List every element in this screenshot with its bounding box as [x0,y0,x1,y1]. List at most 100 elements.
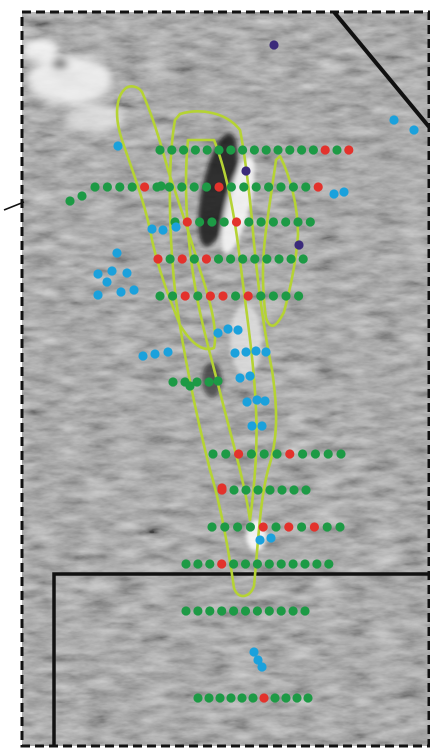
marker-point-30 [251,182,261,192]
marker-point-75 [192,377,202,387]
marker-point-114 [264,559,274,569]
marker-point-59 [286,254,296,264]
marker-point-170 [235,373,245,383]
marker-point-80 [246,449,256,459]
marker-point-106 [335,522,345,532]
marker-point-144 [156,181,166,191]
marker-point-31 [264,182,274,192]
marker-point-58 [274,254,284,264]
marker-point-44 [268,217,278,227]
marker-point-117 [300,559,310,569]
marker-point-154 [107,266,117,276]
marker-point-150 [158,225,168,235]
marker-point-112 [240,559,251,569]
bright-patch-top-left [22,38,125,132]
marker-point-81 [259,449,269,459]
marker-point-20 [127,182,137,192]
marker-point-56 [250,254,260,264]
marker-point-100 [258,522,268,532]
marker-point-71 [281,291,291,301]
marker-point-131 [193,693,203,703]
marker-point-29 [239,182,249,192]
marker-point-137 [259,693,269,703]
marker-point-33 [288,182,298,192]
marker-point-165 [251,346,261,356]
marker-point-19 [115,182,125,192]
marker-point-156 [102,277,112,287]
marker-point-113 [252,559,262,569]
marker-point-65 [205,291,215,301]
marker-point-77 [208,449,218,459]
marker-point-148 [113,141,123,151]
marker-point-159 [93,290,103,300]
marker-point-34 [301,182,311,192]
marker-point-63 [180,291,190,301]
marker-point-152 [112,248,122,258]
marker-point-134 [226,693,236,703]
marker-point-125 [240,606,251,616]
marker-point-188 [294,240,304,250]
marker-point-175 [247,421,257,431]
marker-point-86 [323,449,333,459]
marker-point-164 [241,347,251,357]
marker-point-115 [276,559,286,569]
marker-point-182 [329,189,339,199]
marker-point-120 [181,606,191,616]
marker-point-87 [336,449,346,459]
marker-point-55 [238,254,248,264]
marker-point-43 [256,217,266,227]
marker-point-8 [249,145,259,155]
marker-point-163 [230,348,240,358]
marker-point-180 [253,655,263,665]
marker-point-46 [293,217,303,227]
marker-point-99 [245,522,255,532]
marker-point-147 [217,483,227,493]
marker-point-133 [215,693,225,703]
marker-point-9 [261,145,271,155]
marker-point-27 [214,182,224,192]
marker-point-176 [257,421,267,431]
marker-point-6 [226,145,236,155]
marker-point-45 [281,217,291,227]
marker-point-40 [219,217,229,227]
marker-point-69 [256,291,266,301]
marker-point-129 [288,606,298,616]
marker-point-128 [276,606,286,616]
marker-point-157 [116,287,126,297]
marker-point-51 [189,254,199,264]
marker-point-83 [285,449,295,459]
marker-point-132 [204,693,214,703]
marker-point-47 [305,217,315,227]
marker-point-177 [255,535,265,545]
marker-point-161 [223,324,233,334]
edge-tick-line [3,201,25,211]
marker-point-178 [266,533,276,543]
marker-point-14 [320,145,330,155]
marker-point-7 [238,145,248,155]
data-points [65,40,419,703]
marker-point-68 [243,291,253,301]
marker-point-37 [182,217,192,227]
marker-point-169 [163,347,173,357]
inset-rectangle [52,572,430,746]
marker-point-35 [313,182,323,192]
marker-point-127 [264,606,274,616]
marker-point-42 [244,217,254,227]
marker-point-142 [77,191,87,201]
marker-point-167 [138,351,148,361]
marker-point-11 [285,145,295,155]
marker-point-25 [189,182,199,192]
marker-point-97 [220,522,230,532]
marker-point-184 [389,115,399,125]
diagonal-boundary-line [332,10,430,130]
marker-point-5 [214,145,224,155]
marker-point-61 [155,291,165,301]
marker-point-60 [298,254,308,264]
marker-point-103 [297,522,307,532]
marker-point-17 [90,182,100,192]
marker-point-0 [155,145,165,155]
marker-point-39 [207,217,217,227]
marker-point-107 [181,559,191,569]
marker-point-57 [262,254,272,264]
marker-point-1 [167,145,177,155]
